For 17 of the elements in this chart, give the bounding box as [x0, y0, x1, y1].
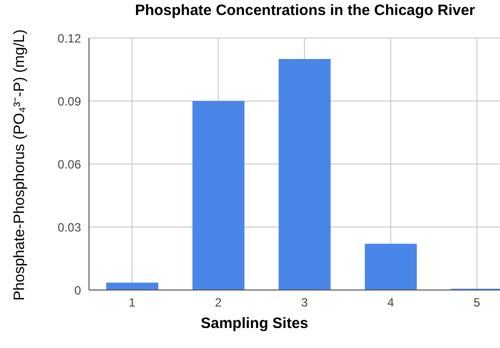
chart-title: Phosphate Concentrations in the Chicago River [134, 2, 476, 19]
y-tick-label: 0.03 [58, 220, 82, 234]
x-tick-label: 3 [301, 296, 308, 310]
x-tick-label: 2 [214, 296, 222, 310]
y-tick-label: 0.06 [58, 157, 82, 172]
bar [278, 59, 331, 290]
bar [364, 244, 417, 290]
y-tick-label: 0 [74, 283, 82, 298]
bar [106, 282, 158, 290]
x-axis-title: Sampling Sites [200, 315, 308, 332]
y-tick-label: 0.09 [58, 94, 82, 108]
x-tick-label: 4 [387, 296, 394, 310]
x-tick-label: 1 [128, 296, 136, 310]
x-tick-label: 5 [474, 296, 481, 310]
bar [192, 101, 244, 290]
y-tick-label: 0.12 [58, 31, 82, 46]
y-axis-title: Phosphate-Phosphorus (PO₄³⁻-P) (mg/L) [10, 29, 28, 301]
